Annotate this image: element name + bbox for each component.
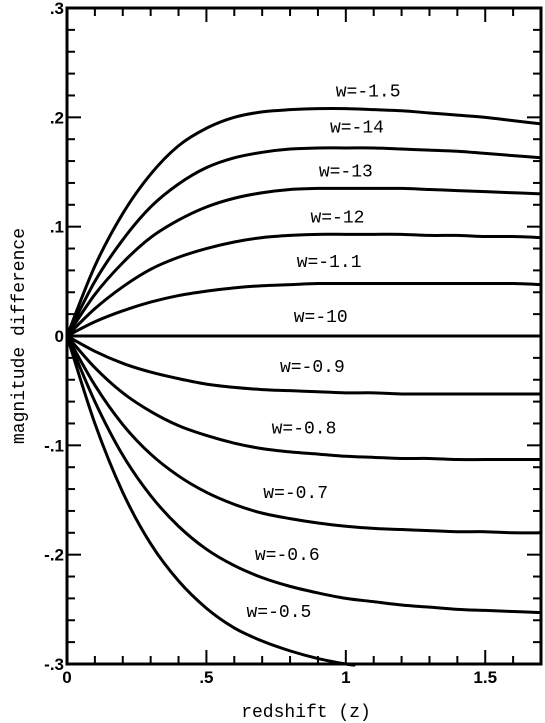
y-axis-label: magnitude difference — [10, 228, 30, 444]
series-curve — [65, 334, 356, 667]
series-label: w=-0.8 — [272, 419, 337, 439]
y-tick-label: 0 — [55, 327, 64, 346]
y-tick-label: -.1 — [44, 436, 64, 455]
series-curve — [65, 281, 543, 338]
x-axis-label: redshift (z) — [241, 703, 371, 723]
y-tick-label: .1 — [50, 218, 64, 237]
series-label: w=-10 — [294, 308, 348, 328]
series-label: w=-12 — [310, 208, 364, 228]
series-label: w=-0.5 — [246, 603, 311, 623]
series-label: w=-1.5 — [336, 83, 401, 103]
y-tick-label: -.3 — [44, 655, 64, 674]
series-curve — [65, 232, 543, 338]
series-label: w=-1.1 — [297, 253, 362, 273]
series-curve — [65, 334, 543, 615]
y-tick-label: -.2 — [44, 546, 64, 565]
x-tick-label: .5 — [199, 668, 213, 687]
series-label: w=-14 — [330, 119, 384, 139]
tick-labels: 0 .5 1 1.5 .3 .2 .1 0 -.1 -.2 -.3 — [44, 0, 497, 687]
series-curve — [65, 146, 543, 338]
x-tick-label: 1.5 — [473, 668, 497, 687]
series-label: w=-13 — [319, 162, 373, 182]
series-curve — [65, 334, 543, 396]
series-label: w=-0.9 — [280, 358, 345, 378]
x-tick-label: 1 — [341, 668, 350, 687]
series-curve — [65, 186, 543, 338]
y-tick-label: .3 — [50, 0, 64, 18]
series-curve — [65, 106, 543, 338]
series-label: w=-0.7 — [263, 484, 328, 504]
x-tick-label: 0 — [62, 668, 71, 687]
series-curve — [65, 334, 543, 535]
axis-ticks — [66, 7, 542, 665]
y-tick-label: .2 — [50, 108, 64, 127]
series-curve — [65, 334, 543, 462]
series-labels: w=-1.5 w=-14 w=-13 w=-12 w=-1.1 w=-10 w=-0.9 w=… — [246, 83, 400, 623]
series-curves — [65, 106, 543, 667]
series-label: w=-0.6 — [255, 546, 320, 566]
